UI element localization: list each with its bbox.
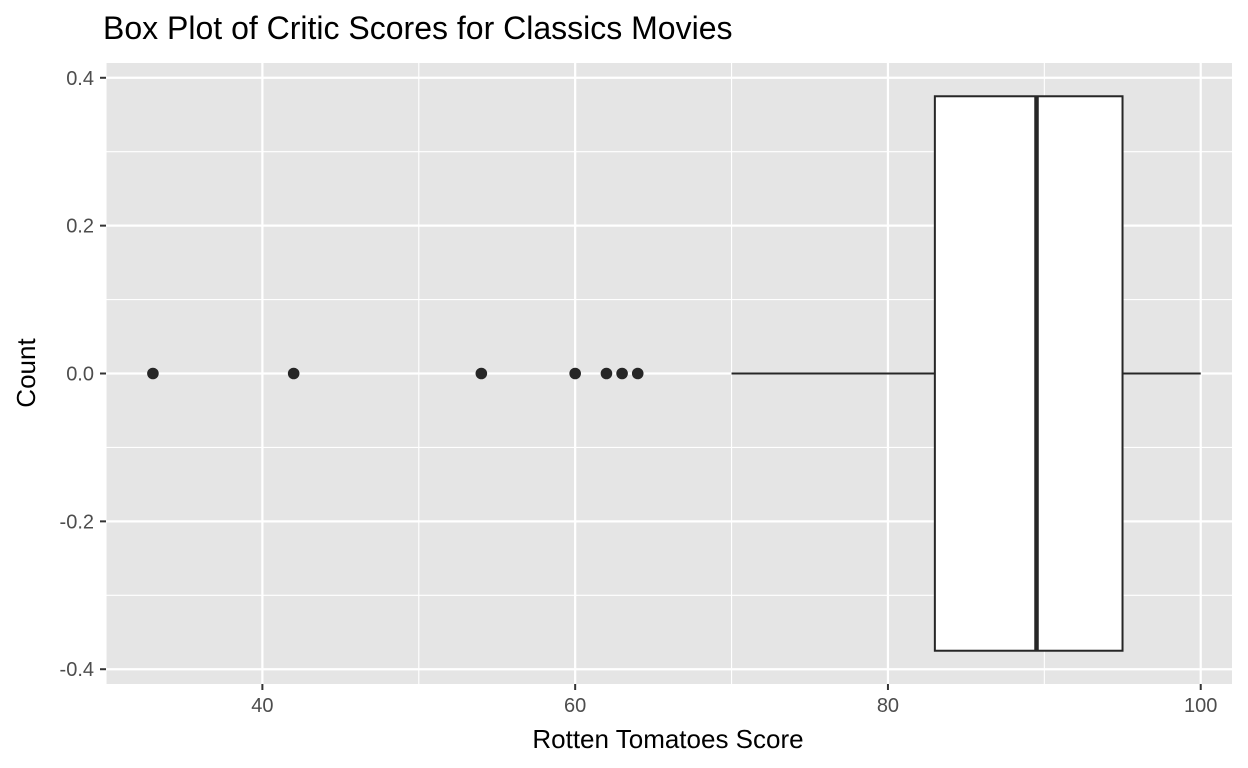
axes: 40 60 80 100 -0.4 -0.2 0.0 0.2 0.4 [60,68,1218,717]
outlier-point [631,367,644,380]
box-plot [731,95,1201,652]
x-tick-label: 80 [877,695,899,717]
x-tick-label: 60 [564,695,586,717]
outlier-point [600,367,613,380]
y-tick-label: -0.2 [60,511,94,533]
outlier-point [616,367,628,380]
outlier-points [147,367,644,380]
x-axis-title: Rotten Tomatoes Score [532,724,803,754]
outlier-point [569,367,581,380]
y-tick-label: 0.2 [66,216,94,238]
y-tick-label: -0.4 [60,659,94,681]
y-tick-label: 0.4 [66,68,94,90]
y-tick-label: 0.0 [66,364,94,386]
chart-title: Box Plot of Critic Scores for Classics M… [103,10,733,46]
interquartile-box [933,95,1124,652]
outlier-point [475,367,488,380]
outlier-point [147,367,159,380]
x-tick-label: 40 [251,695,273,717]
outlier-point [287,367,300,380]
y-axis-title: Count [11,338,41,408]
x-tick-label: 100 [1184,695,1217,717]
